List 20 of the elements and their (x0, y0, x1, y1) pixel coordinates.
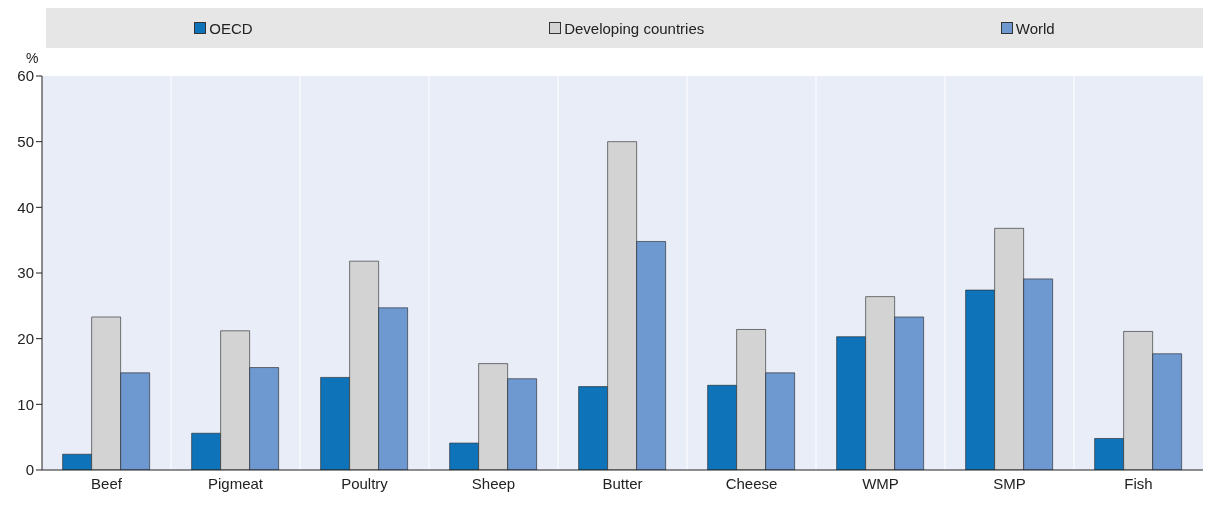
x-tick-label: Poultry (341, 474, 389, 492)
x-tick-label: WMP (862, 474, 899, 492)
y-tick-label: 50 (17, 132, 34, 150)
x-tick-label: Pigmeat (207, 474, 264, 492)
y-tick-label: 60 (17, 67, 34, 85)
legend-label: World (1014, 19, 1055, 37)
legend-label: OECD (208, 19, 253, 37)
y-tick-label: 10 (17, 395, 34, 413)
x-tick-label: Fish (1124, 474, 1153, 492)
legend-label: Developing countries (563, 19, 705, 37)
x-tick-label: Beef (91, 474, 123, 492)
y-axis-title: % (26, 50, 39, 66)
y-tick-label: 40 (17, 198, 34, 216)
y-tick-label: 0 (25, 461, 34, 479)
y-tick-label: 30 (17, 264, 34, 282)
x-tick-label: Cheese (725, 474, 778, 492)
x-tick-label: Sheep (471, 474, 516, 492)
x-tick-label: Butter (602, 474, 643, 492)
x-tick-label: SMP (993, 474, 1026, 492)
y-tick-label: 20 (17, 329, 34, 347)
